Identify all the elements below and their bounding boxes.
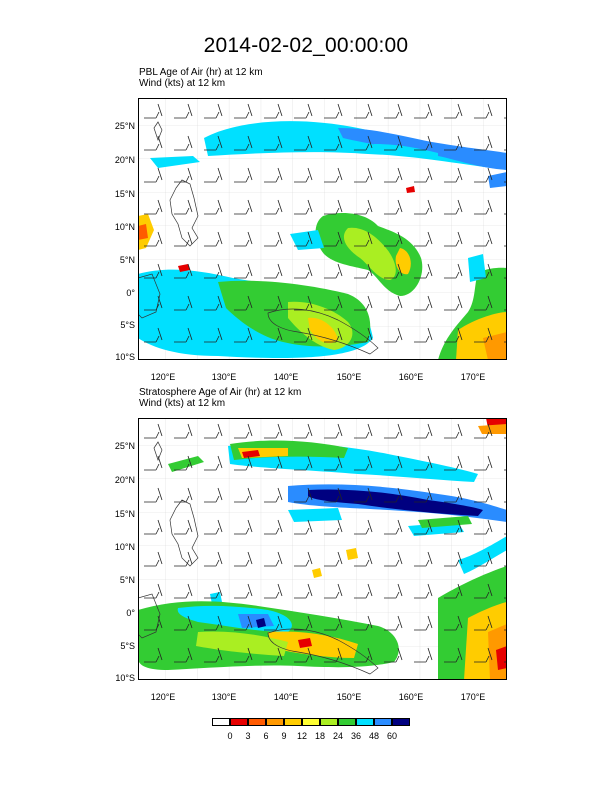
colorbar-swatch [374,718,392,726]
panel1-lon-label: 150°E [336,372,362,382]
panel2-lat-label: 10°N [114,542,135,552]
colorbar-label: 6 [263,731,269,741]
panel1-lon-label: 130°E [211,372,237,382]
colorbar-swatch [284,718,302,726]
panel1-map [138,98,507,360]
colorbar-swatch [302,718,320,726]
panel2-lat-label: 15°N [114,509,135,519]
colorbar-label: 9 [281,731,287,741]
panel2-lat-label: 20°N [114,475,135,485]
panel2-lon-label: 120°E [150,692,176,702]
panel1-wind-label: Wind (kts) at 12 km [139,78,226,89]
colorbar-swatch [392,718,410,726]
panel2-wind-label: Wind (kts) at 12 km [139,398,226,409]
figure-title: 2014-02-02_00:00:00 [203,34,409,57]
panel2-lon-label: 140°E [273,692,299,702]
panel1-lon-label: 170°E [460,372,486,382]
colorbar-swatch [230,718,248,726]
colorbar-swatch [248,718,266,726]
panel2-field-label: Stratosphere Age of Air (hr) at 12 km [139,387,302,398]
panel1-lat-label: 20°N [114,155,135,165]
panel1-lon-label: 120°E [150,372,176,382]
colorbar-swatch [266,718,284,726]
panel2-lon-label: 130°E [211,692,237,702]
panel2-lon-label: 150°E [336,692,362,702]
panel2-map [138,418,507,680]
panel1-frame [138,98,507,360]
panel1-lat-label: 25°N [114,121,135,131]
panel2-lat-label: 25°N [114,441,135,451]
panel1-lat-label: 0° [126,288,135,298]
panel1-lon-label: 160°E [398,372,424,382]
colorbar-swatch [320,718,338,726]
panel1-lat-label: 5°S [120,320,135,330]
colorbar-label: 60 [386,731,397,741]
panel1-lat-label: 10°N [114,222,135,232]
panel2-lat-label: 5°N [119,575,135,585]
colorbar-label: 0 [227,731,233,741]
panel1-wind-barbs [138,98,507,360]
colorbar-swatch [338,718,356,726]
panel1-lat-label: 15°N [114,189,135,199]
panel2-lat-label: 5°S [120,641,135,651]
colorbar-label: 48 [368,731,379,741]
colorbar-swatch [356,718,374,726]
colorbar-label: 12 [296,731,307,741]
panel1-lon-label: 140°E [273,372,299,382]
panel2-frame [138,418,507,680]
colorbar-label: 3 [245,731,251,741]
colorbar-swatch [212,718,230,726]
panel1-lat-label: 10°S [115,352,135,362]
panel1-lat-label: 5°N [119,255,135,265]
panel2-lat-label: 0° [126,608,135,618]
panel2-lat-label: 10°S [115,673,135,683]
colorbar-label: 18 [314,731,325,741]
colorbar-label: 24 [332,731,343,741]
panel2-lon-label: 170°E [460,692,486,702]
panel1-field-label: PBL Age of Air (hr) at 12 km [139,67,263,78]
panel2-wind-barbs [138,418,507,680]
panel2-lon-label: 160°E [398,692,424,702]
colorbar-label: 36 [350,731,361,741]
